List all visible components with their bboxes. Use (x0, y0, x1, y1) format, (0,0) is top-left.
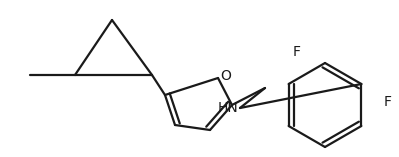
Text: F: F (384, 95, 392, 109)
Text: F: F (293, 45, 301, 59)
Text: O: O (221, 69, 231, 83)
Text: HN: HN (217, 101, 238, 115)
